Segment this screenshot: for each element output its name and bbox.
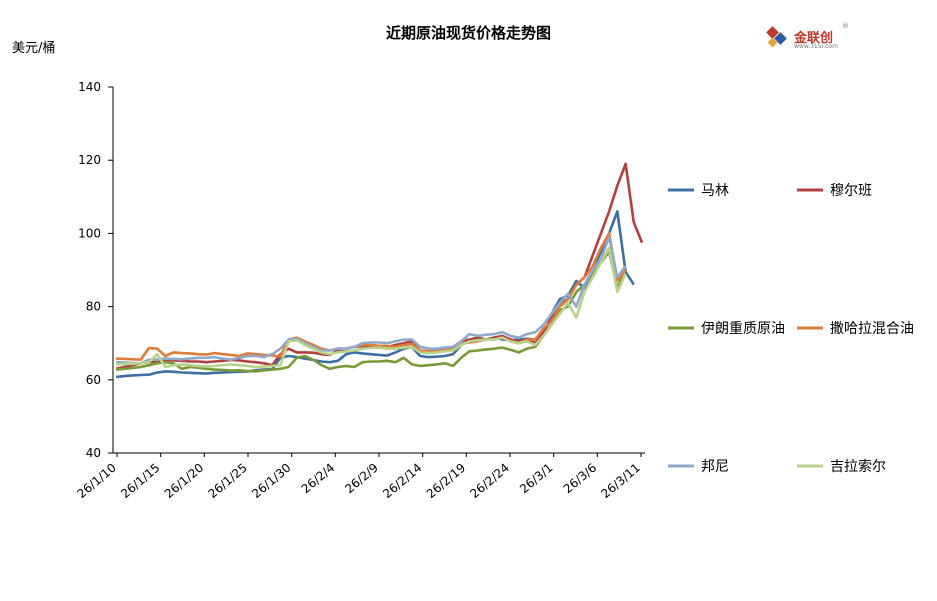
series-line [115, 210, 635, 379]
chart-title: 近期原油现货价格走势图 [385, 24, 551, 42]
x-tick-label: 26/3/1 [517, 461, 556, 497]
series-line [115, 246, 627, 369]
legend-label: 马林 [701, 183, 729, 199]
x-tick-label: 26/2/9 [342, 461, 381, 497]
x-tick-label: 26/2/24 [467, 461, 511, 501]
x-tick-label: 26/2/14 [380, 461, 424, 501]
legend-label: 邦尼 [701, 459, 729, 475]
y-axis-unit-label: 美元/桶 [12, 41, 56, 56]
x-tick-label: 26/1/10 [74, 461, 118, 501]
y-tick-label: 140 [78, 80, 101, 94]
chart-series-lines [115, 162, 644, 379]
logo-registered-mark: ® [842, 22, 849, 30]
series-line [115, 232, 627, 362]
x-tick-label: 26/1/15 [118, 461, 162, 501]
brand-logo: 金联创 ® www.315i.com [766, 22, 856, 54]
y-tick-label: 120 [78, 153, 101, 167]
logo-name: 金联创 [794, 31, 834, 46]
x-tick-label: 26/3/11 [598, 461, 642, 501]
x-tick-label: 26/2/19 [424, 461, 468, 501]
y-tick-label: 80 [86, 300, 101, 314]
series-line [115, 162, 644, 371]
x-tick-label: 26/1/20 [162, 461, 206, 501]
legend-label: 撒哈拉混合油 [830, 321, 914, 337]
y-tick-label: 40 [86, 446, 101, 460]
x-tick-label: 26/3/6 [561, 461, 600, 497]
logo-url: www.315i.com [794, 43, 838, 50]
legend-label: 吉拉索尔 [830, 458, 886, 475]
series-line [115, 235, 627, 365]
y-tick-label: 60 [86, 373, 101, 387]
y-tick-label: 100 [78, 226, 101, 240]
legend-label: 穆尔班 [830, 183, 872, 199]
x-tick-label: 26/2/4 [299, 461, 338, 497]
x-tick-label: 26/1/30 [249, 461, 293, 501]
x-tick-label: 26/1/25 [205, 461, 249, 501]
legend-label: 伊朗重质原油 [701, 321, 785, 337]
logo-mark-icon [766, 26, 787, 48]
